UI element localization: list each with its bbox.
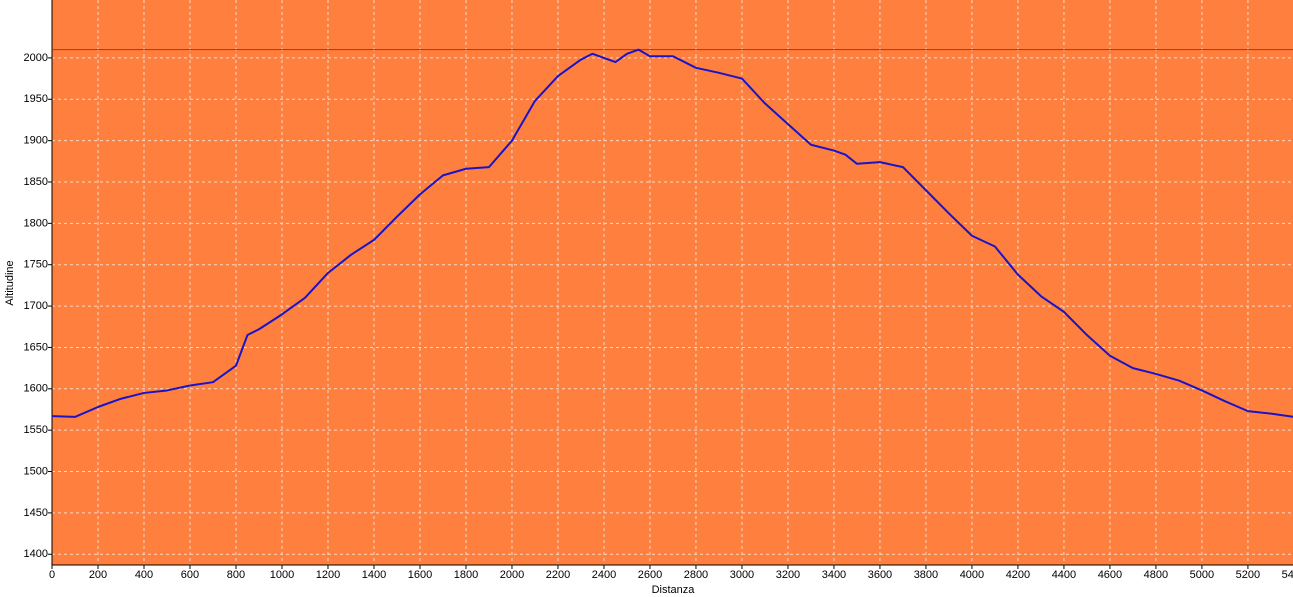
x-tick-label: 2600 bbox=[638, 569, 662, 581]
x-tick-label: 2800 bbox=[684, 569, 708, 581]
plot-area bbox=[52, 0, 1293, 565]
y-tick-label: 1900 bbox=[24, 135, 48, 147]
x-tick-label: 4600 bbox=[1098, 569, 1122, 581]
x-tick-label: 2000 bbox=[500, 569, 524, 581]
x-axis-label: Distanza bbox=[652, 584, 696, 596]
x-tick-label: 2400 bbox=[592, 569, 616, 581]
y-tick-label: 1750 bbox=[24, 259, 48, 271]
y-tick-label: 1850 bbox=[24, 176, 48, 188]
x-tick-label: 4200 bbox=[1006, 569, 1030, 581]
y-tick-label: 1500 bbox=[24, 465, 48, 477]
x-tick-label: 3000 bbox=[730, 569, 754, 581]
x-tick-label: 5400 bbox=[1282, 569, 1293, 581]
x-tick-label: 200 bbox=[89, 569, 107, 581]
x-tick-label: 3600 bbox=[868, 569, 892, 581]
y-tick-label: 1650 bbox=[24, 341, 48, 353]
x-tick-label: 400 bbox=[135, 569, 153, 581]
x-tick-label: 1800 bbox=[454, 569, 478, 581]
x-tick-label: 1600 bbox=[408, 569, 432, 581]
x-tick-label: 4400 bbox=[1052, 569, 1076, 581]
y-tick-label: 1600 bbox=[24, 383, 48, 395]
x-tick-label: 1200 bbox=[316, 569, 340, 581]
x-tick-label: 4800 bbox=[1144, 569, 1168, 581]
y-axis-label: Altitudine bbox=[4, 260, 16, 305]
y-tick-label: 2000 bbox=[24, 52, 48, 64]
x-tick-label: 600 bbox=[181, 569, 199, 581]
y-tick-label: 1550 bbox=[24, 424, 48, 436]
x-tick-label: 5200 bbox=[1236, 569, 1260, 581]
x-tick-label: 800 bbox=[227, 569, 245, 581]
x-tick-label: 0 bbox=[49, 569, 55, 581]
x-tick-label: 4000 bbox=[960, 569, 984, 581]
x-tick-label: 2200 bbox=[546, 569, 570, 581]
y-tick-label: 1400 bbox=[24, 548, 48, 560]
y-tick-label: 1950 bbox=[24, 93, 48, 105]
x-tick-label: 3400 bbox=[822, 569, 846, 581]
y-tick-label: 1800 bbox=[24, 217, 48, 229]
y-tick-label: 1450 bbox=[24, 507, 48, 519]
x-tick-label: 3200 bbox=[776, 569, 800, 581]
x-tick-label: 1000 bbox=[270, 569, 294, 581]
x-tick-label: 3800 bbox=[914, 569, 938, 581]
y-tick-label: 1700 bbox=[24, 300, 48, 312]
x-tick-label: 5000 bbox=[1190, 569, 1214, 581]
elevation-line bbox=[51, 48, 1293, 418]
x-tick-label: 1400 bbox=[362, 569, 386, 581]
